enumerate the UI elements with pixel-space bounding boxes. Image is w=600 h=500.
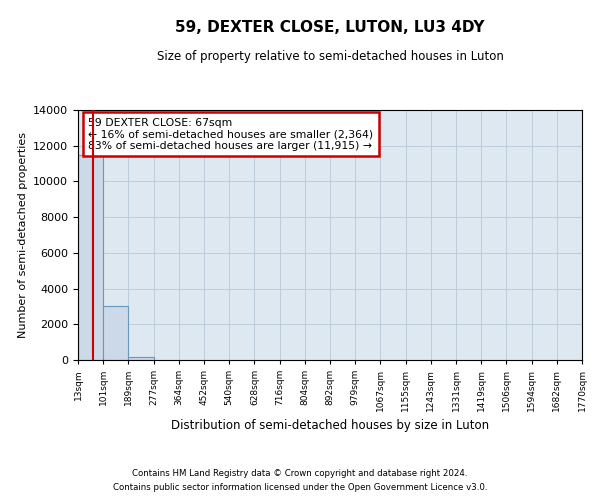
Text: Size of property relative to semi-detached houses in Luton: Size of property relative to semi-detach… — [157, 50, 503, 63]
Bar — [78, 154, 103, 360]
Text: 59, DEXTER CLOSE, LUTON, LU3 4DY: 59, DEXTER CLOSE, LUTON, LU3 4DY — [175, 20, 485, 35]
Text: 59 DEXTER CLOSE: 67sqm
← 16% of semi-detached houses are smaller (2,364)
83% of : 59 DEXTER CLOSE: 67sqm ← 16% of semi-det… — [88, 118, 373, 150]
X-axis label: Distribution of semi-detached houses by size in Luton: Distribution of semi-detached houses by … — [171, 420, 489, 432]
Y-axis label: Number of semi-detached properties: Number of semi-detached properties — [17, 132, 28, 338]
Text: Contains HM Land Registry data © Crown copyright and database right 2024.: Contains HM Land Registry data © Crown c… — [132, 468, 468, 477]
Bar — [103, 306, 128, 360]
Bar — [128, 358, 154, 360]
Text: Contains public sector information licensed under the Open Government Licence v3: Contains public sector information licen… — [113, 484, 487, 492]
